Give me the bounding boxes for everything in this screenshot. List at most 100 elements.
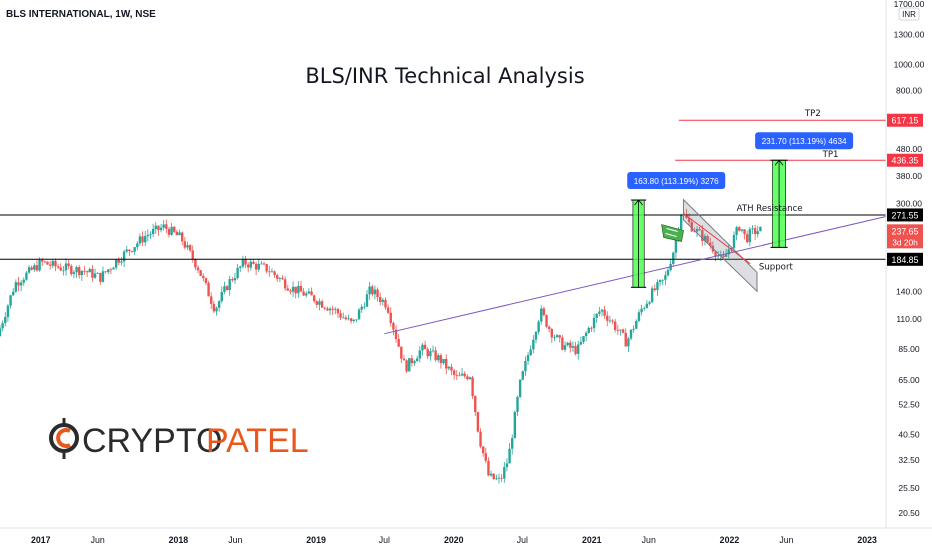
candle-body-19 (48, 264, 52, 266)
plot-area[interactable] (0, 0, 886, 528)
candle-body-95 (249, 261, 253, 268)
currency-label: INR (902, 10, 916, 19)
candle-body-136 (357, 309, 361, 320)
price-tag-1: 436.35 (892, 156, 919, 166)
candle-body-86 (225, 286, 229, 290)
candle-body-103 (270, 271, 274, 273)
candle-body-82 (215, 307, 218, 312)
y-tick-12: 65.00 (898, 375, 920, 385)
candle-body-12 (30, 267, 33, 270)
candle-body-284 (748, 229, 752, 243)
candle-body-94 (246, 264, 250, 268)
price-tag-4: 184.85 (892, 255, 919, 265)
candle-body-176 (463, 373, 466, 377)
candle-body-129 (339, 313, 342, 318)
candle-body-33 (85, 271, 89, 273)
price-tag-bg-4 (887, 252, 923, 266)
y-tick-14: 40.50 (898, 429, 920, 439)
candle-body-277 (730, 247, 733, 250)
candle-body-5 (12, 291, 15, 296)
candle-body-75 (196, 267, 200, 271)
candle-body-81 (212, 303, 216, 312)
candle-body-121 (318, 301, 321, 305)
candle-body-42 (109, 269, 113, 271)
candle-body-100 (262, 263, 266, 265)
candle-body-59 (154, 225, 157, 229)
candle-body-151 (397, 338, 400, 347)
candle-body-221 (582, 336, 585, 342)
channel-projection-line (683, 213, 751, 265)
candle-body-238 (627, 338, 630, 347)
candle-body-285 (751, 228, 754, 230)
candle-body-85 (223, 286, 226, 292)
candle-body-153 (402, 358, 406, 361)
candle-body-202 (532, 339, 535, 350)
time-axis[interactable] (0, 528, 932, 550)
candle-body-126 (331, 308, 334, 310)
candle-body-255 (672, 252, 675, 264)
currency-badge[interactable] (898, 7, 920, 21)
y-tick-16: 25.50 (898, 483, 920, 493)
candle-body-62 (162, 224, 165, 228)
candle-body-111 (291, 286, 295, 292)
candle-body-47 (122, 251, 126, 262)
candle-body-88 (231, 279, 234, 281)
candle-body-80 (210, 296, 213, 304)
candle-body-32 (83, 270, 86, 272)
candle-body-73 (191, 250, 194, 260)
candle-body-58 (151, 228, 155, 235)
candle-body-28 (72, 272, 76, 274)
candle-body-139 (365, 294, 369, 307)
measure-label-1: 231.70 (113.19%) 4634 (762, 137, 847, 146)
candle-body-261 (687, 218, 691, 223)
candle-body-14 (35, 265, 39, 271)
candle-body-201 (529, 349, 532, 356)
candle-body-49 (128, 249, 131, 252)
candle-body-24 (62, 270, 65, 272)
measure-label-0: 163.80 (113.19%) 3276 (634, 177, 719, 186)
candle-body-218 (574, 346, 577, 354)
candle-body-184 (484, 453, 488, 461)
candle-body-119 (312, 295, 316, 302)
candle-body-102 (268, 271, 271, 273)
candle-body-34 (88, 268, 91, 273)
candle-body-177 (466, 376, 469, 380)
y-tick-0: 1300.00 (894, 29, 925, 39)
candle-body-250 (658, 280, 662, 283)
candle-body-165 (434, 350, 437, 361)
candle-body-77 (202, 275, 205, 279)
candle-body-156 (410, 358, 414, 364)
logo-ring-outer (49, 423, 79, 453)
y-tick-6: 300.00 (896, 198, 922, 208)
candle-body-150 (394, 329, 398, 339)
price-tag-0: 617.15 (892, 116, 919, 126)
candle-body-166 (437, 355, 440, 361)
candle-body-90 (236, 267, 239, 278)
candle-body-22 (56, 266, 60, 268)
candle-body-48 (125, 249, 128, 252)
time-axis-ticks: 2017 Jun 2018 Jun 2019 Jul 2020 Jul 2021 Jun 2022 J… (31, 535, 877, 545)
candle-body-175 (460, 373, 464, 376)
level-label-TP1: TP1 (822, 150, 839, 160)
candle-body-61 (159, 227, 163, 231)
x-tick-12: 2023 (857, 535, 877, 545)
candle-body-226 (595, 313, 598, 318)
candle-body-161 (423, 344, 427, 350)
candle-body-101 (265, 264, 268, 272)
candle-body-69 (180, 232, 184, 242)
x-tick-1: Jun (91, 535, 105, 545)
candle-body-52 (136, 243, 139, 248)
candle-body-145 (381, 299, 385, 302)
candle-body-281 (740, 229, 744, 231)
x-tick-9: Jun (642, 535, 656, 545)
candle-body-17 (43, 261, 47, 263)
candle-body-108 (283, 279, 287, 289)
candle-body-38 (99, 272, 102, 282)
candle-body-55 (144, 236, 147, 243)
candle-body-164 (431, 350, 435, 352)
drawings-layer: 163.80 (113.19%) 3276 231.70 (113.19%) 46… (0, 109, 887, 335)
candle-body-54 (141, 236, 144, 243)
x-tick-2: 2018 (169, 535, 189, 545)
